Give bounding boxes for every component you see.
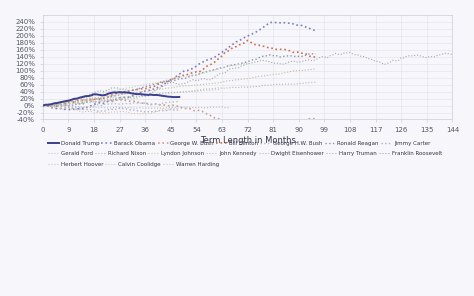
Legend: Herbert Hoover, Calvin Coolidge, Warren Harding: Herbert Hoover, Calvin Coolidge, Warren … — [46, 160, 221, 169]
X-axis label: Term Length in Months: Term Length in Months — [200, 136, 295, 145]
